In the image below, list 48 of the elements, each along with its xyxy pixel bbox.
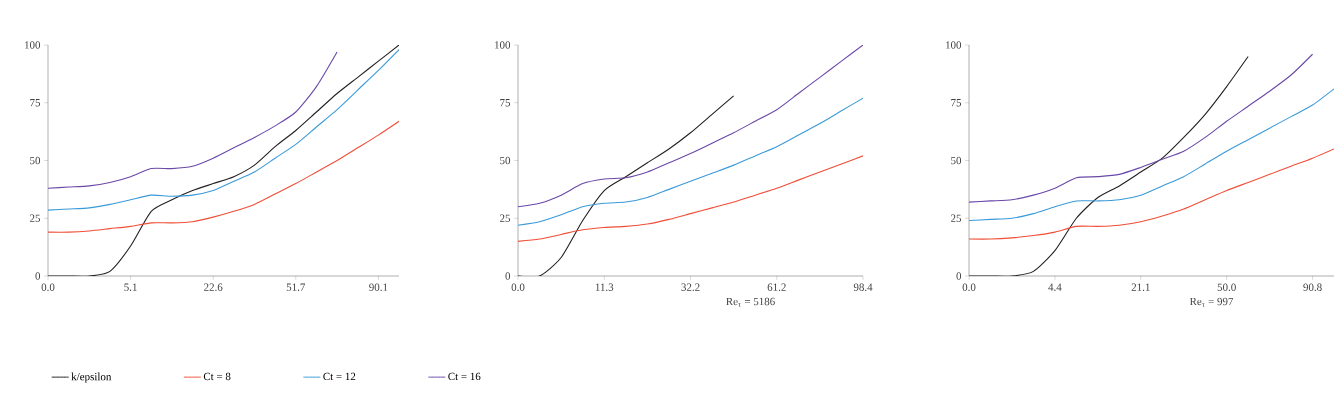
legend-label: Ct = 8 — [203, 372, 231, 381]
x-tick-label: 61.2 — [767, 283, 786, 291]
x-axis-title: Re$_{τ}$ = 5186 — [726, 297, 775, 307]
line-series — [48, 51, 338, 189]
y-tick-label: 100 — [25, 41, 41, 49]
x-tick-label: 32.2 — [681, 283, 700, 291]
x-tick-label: 4.4 — [1048, 283, 1062, 291]
legend-label: Ct = 12 — [323, 372, 356, 381]
line-series — [518, 95, 735, 276]
y-tick-label: 75 — [30, 99, 41, 107]
y-tick-label: 25 — [30, 214, 41, 222]
x-axis-title: Re$_{τ}$ = 997 — [1189, 297, 1234, 307]
legend-label: k/epsilon — [71, 372, 112, 383]
line-series — [48, 45, 400, 276]
line-series — [969, 53, 1314, 203]
y-tick-label: 100 — [946, 41, 962, 49]
y-tick-label: 0 — [956, 272, 962, 280]
x-tick-label: 0.0 — [511, 283, 525, 291]
x-tick-label: 90.1 — [369, 283, 388, 291]
line-series — [48, 120, 400, 233]
y-tick-label: 0 — [35, 272, 41, 280]
legend-label: Ct = 16 — [448, 372, 481, 381]
x-tick-label: 22.6 — [204, 283, 223, 291]
x-tick-label: 90.8 — [1303, 283, 1322, 291]
y-tick-label: 50 — [30, 156, 41, 165]
x-tick-label: 11.3 — [595, 283, 614, 291]
line-series — [48, 49, 400, 211]
line-series — [518, 45, 864, 208]
x-tick-label: 51.7 — [286, 283, 306, 291]
x-tick-label: 98.4 — [853, 283, 873, 291]
y-tick-label: 100 — [495, 41, 511, 49]
y-tick-label: 25 — [951, 214, 962, 222]
y-tick-label: 75 — [500, 99, 511, 107]
x-tick-label: 50.0 — [1217, 283, 1236, 291]
y-tick-label: 25 — [500, 214, 511, 222]
y-tick-label: 0 — [505, 272, 511, 280]
line-series — [518, 155, 864, 242]
x-tick-label: 5.1 — [124, 283, 137, 291]
y-tick-label: 50 — [951, 156, 962, 165]
line-series — [969, 148, 1335, 240]
line-series — [969, 56, 1249, 276]
x-tick-label: 0.0 — [41, 283, 55, 291]
line-series — [969, 88, 1335, 222]
x-tick-label: 21.1 — [1131, 283, 1150, 291]
y-tick-label: 50 — [500, 156, 511, 165]
x-tick-label: 0.0 — [962, 283, 976, 291]
y-tick-label: 75 — [951, 99, 962, 107]
line-series — [518, 97, 864, 226]
